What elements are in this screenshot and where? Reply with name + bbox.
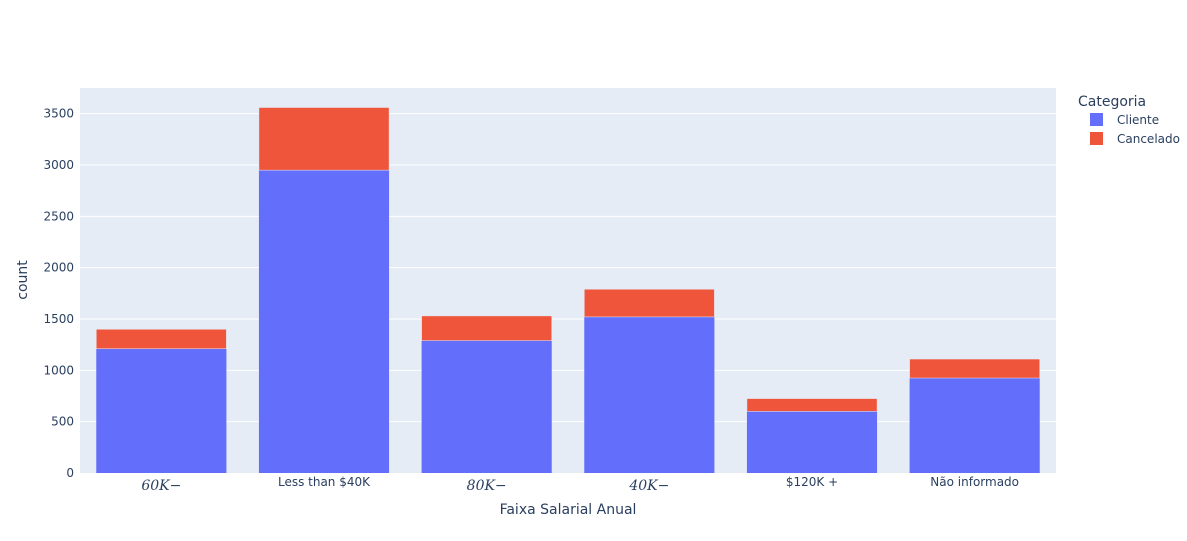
y-tick-label: 1500 [43, 312, 74, 326]
bar-cancelado [421, 315, 552, 341]
gridlines [80, 113, 1056, 423]
x-tick-label: $120K + [786, 475, 838, 489]
bar-cliente [746, 411, 878, 473]
bar-cancelado [746, 398, 878, 412]
y-tick-label: 0 [66, 466, 74, 480]
x-tick-label: Não informado [930, 475, 1019, 489]
y-tick-label: 1000 [43, 363, 74, 377]
bars [96, 107, 1040, 473]
legend-swatch-cancelado [1090, 132, 1103, 145]
y-tick-label: 3500 [43, 107, 74, 121]
bar-cliente [96, 348, 227, 473]
x-tick-label: Less than $40K [278, 475, 371, 489]
bar-cliente [909, 378, 1040, 473]
legend-label-cancelado: Cancelado [1117, 132, 1180, 146]
x-tick-label: 80K− [467, 478, 507, 494]
x-axis-title: Faixa Salarial Anual [500, 502, 637, 518]
plot-background [80, 88, 1056, 473]
y-axis-title: count [15, 260, 31, 300]
legend-swatch-cliente [1090, 113, 1103, 126]
x-tick-label: 60K− [141, 478, 181, 494]
y-tick-labels: 0 500 1000 1500 2000 2500 3000 3500 [43, 107, 74, 480]
legend-label-cliente: Cliente [1117, 113, 1159, 127]
legend: Categoria Cliente Cancelado [1078, 94, 1180, 146]
bar-cancelado [909, 358, 1040, 379]
x-tick-label: 40K− [628, 478, 669, 494]
bar-cancelado [96, 329, 227, 350]
bar-cancelado [584, 288, 715, 318]
y-tick-label: 3000 [43, 158, 74, 172]
y-tick-label: 2000 [43, 261, 74, 275]
y-tick-label: 2500 [43, 209, 74, 223]
bar-cliente [258, 170, 390, 473]
bar-cancelado [258, 107, 390, 171]
y-tick-label: 500 [51, 415, 74, 429]
bar-cliente [421, 340, 552, 473]
x-tick-labels: 60K− Less than $40K 80K− 40K− $120K + Não inf… [141, 475, 1019, 494]
bar-cliente [584, 316, 715, 473]
legend-title: Categoria [1078, 94, 1146, 110]
